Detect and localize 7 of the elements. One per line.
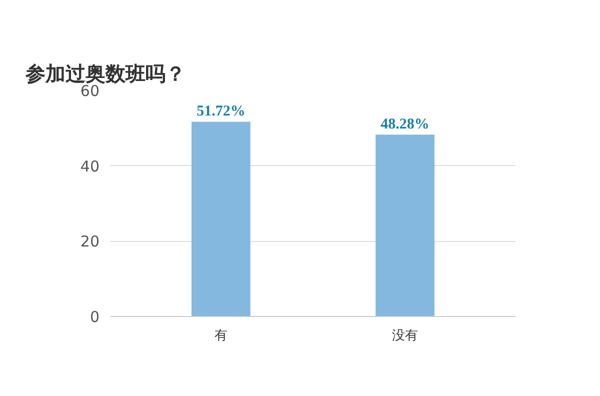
y-tick-label: 0 bbox=[90, 308, 100, 326]
data-label: 51.72% bbox=[196, 104, 246, 120]
x-tick-label: 没有 bbox=[392, 328, 418, 342]
x-tick-label: 有 bbox=[214, 328, 228, 342]
data-label: 48.28% bbox=[380, 116, 430, 133]
y-tick-label: 20 bbox=[80, 232, 100, 251]
y-tick-label: 40 bbox=[80, 157, 100, 176]
